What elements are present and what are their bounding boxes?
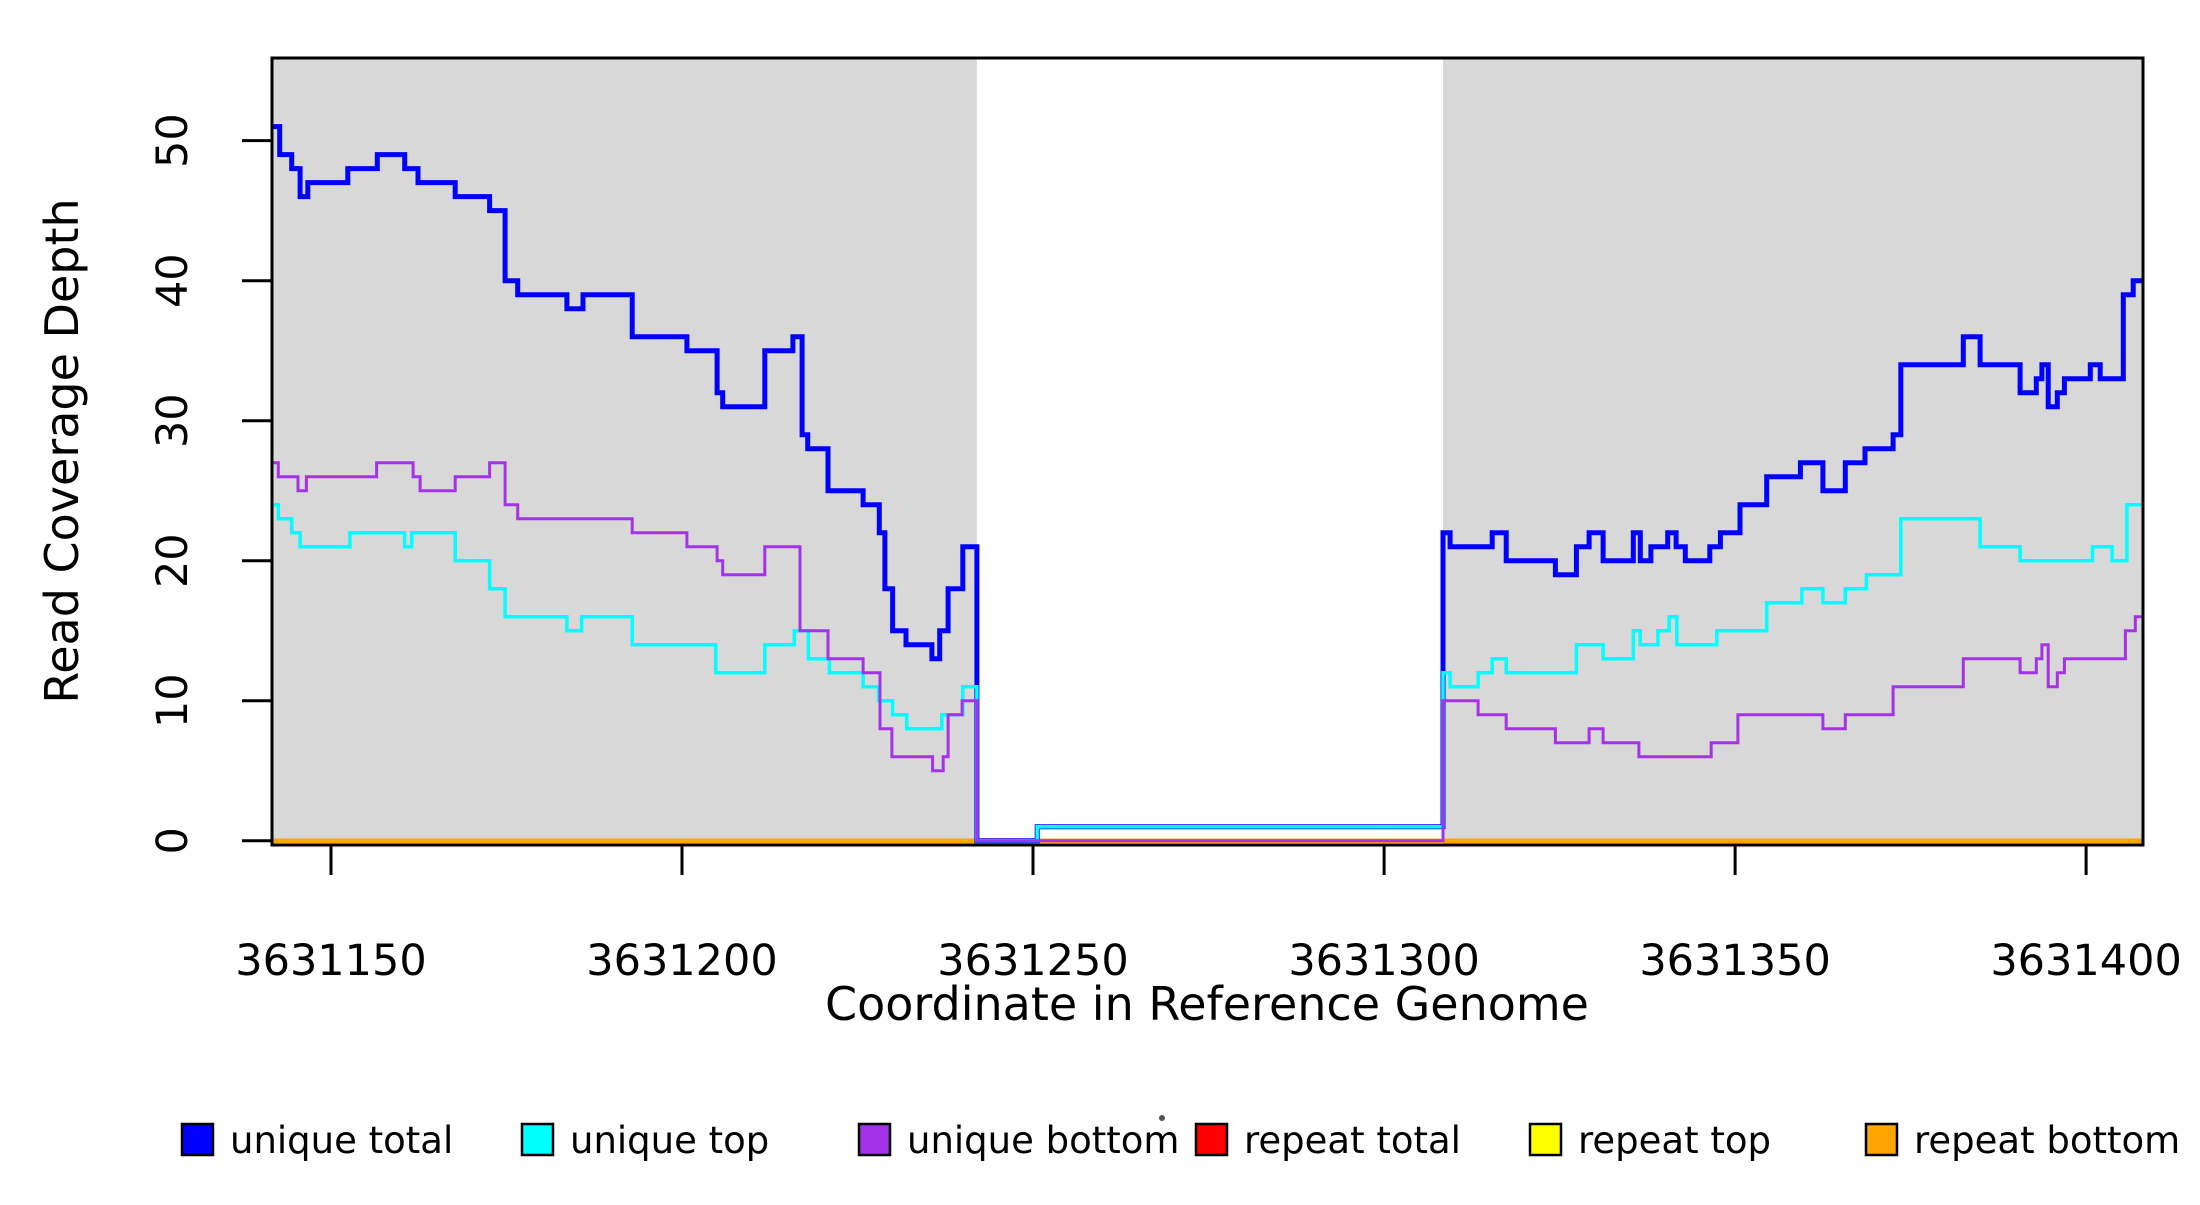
legend-label-unique-total: unique total	[230, 1119, 453, 1162]
legend-label-repeat-top: repeat top	[1578, 1119, 1771, 1162]
legend: unique total unique top unique bottom repea…	[180, 1115, 2180, 1162]
series-layer	[272, 124, 2143, 844]
y-axis-tick-label: 20	[148, 533, 198, 588]
plot-box-layer	[270, 56, 2145, 847]
legend-swatch-repeat-total	[1194, 1122, 1229, 1157]
y-axis-tick-label: 10	[148, 673, 198, 728]
legend-label-unique-top: unique top	[570, 1119, 769, 1162]
x-axis-tick-label: 3631350	[1639, 936, 1831, 986]
x-axis-tick-label: 3631150	[235, 936, 427, 986]
legend-swatch-unique-top	[520, 1122, 555, 1157]
x-axis-title: Coordinate in Reference Genome	[825, 977, 1589, 1031]
legend-swatch-unique-bottom	[857, 1122, 892, 1157]
masked-region-masked-left	[272, 58, 977, 845]
axes-layer: 3631150 3631200 3631250 3631300 3631350 36314…	[148, 113, 2182, 986]
legend-label-repeat-bottom: repeat bottom	[1914, 1119, 2180, 1162]
legend-swatch-repeat-bottom	[1864, 1122, 1899, 1157]
y-axis-tick-label: 50	[148, 113, 198, 168]
legend-label-repeat-total: repeat total	[1244, 1119, 1461, 1162]
legend-label-unique-bottom: unique bottom	[907, 1119, 1179, 1162]
x-axis-tick-label: 3631400	[1990, 936, 2182, 986]
legend-swatch-repeat-top	[1528, 1122, 1563, 1157]
plot-box	[270, 56, 2145, 847]
masked-regions-layer	[272, 58, 2143, 845]
y-axis-title: Read Coverage Depth	[35, 198, 89, 703]
series-path-unique-top	[272, 502, 2143, 843]
y-axis-tick-label: 0	[148, 827, 198, 854]
masked-region-masked-right	[1443, 58, 2143, 845]
series-path-unique-total	[272, 124, 2143, 844]
x-axis-tick-label: 3631300	[1288, 936, 1480, 986]
y-axis-tick-label: 30	[148, 393, 198, 448]
x-axis-tick-label: 3631250	[937, 936, 1129, 986]
x-axis-tick-label: 3631200	[586, 936, 778, 986]
stray-mark	[1159, 1115, 1165, 1121]
series-path-unique-bottom	[272, 461, 2143, 843]
legend-swatch-unique-total	[180, 1122, 215, 1157]
y-axis-tick-label: 40	[148, 253, 198, 308]
